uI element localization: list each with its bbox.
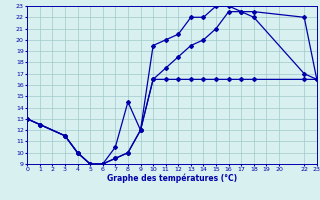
X-axis label: Graphe des températures (°C): Graphe des températures (°C) <box>107 174 237 183</box>
